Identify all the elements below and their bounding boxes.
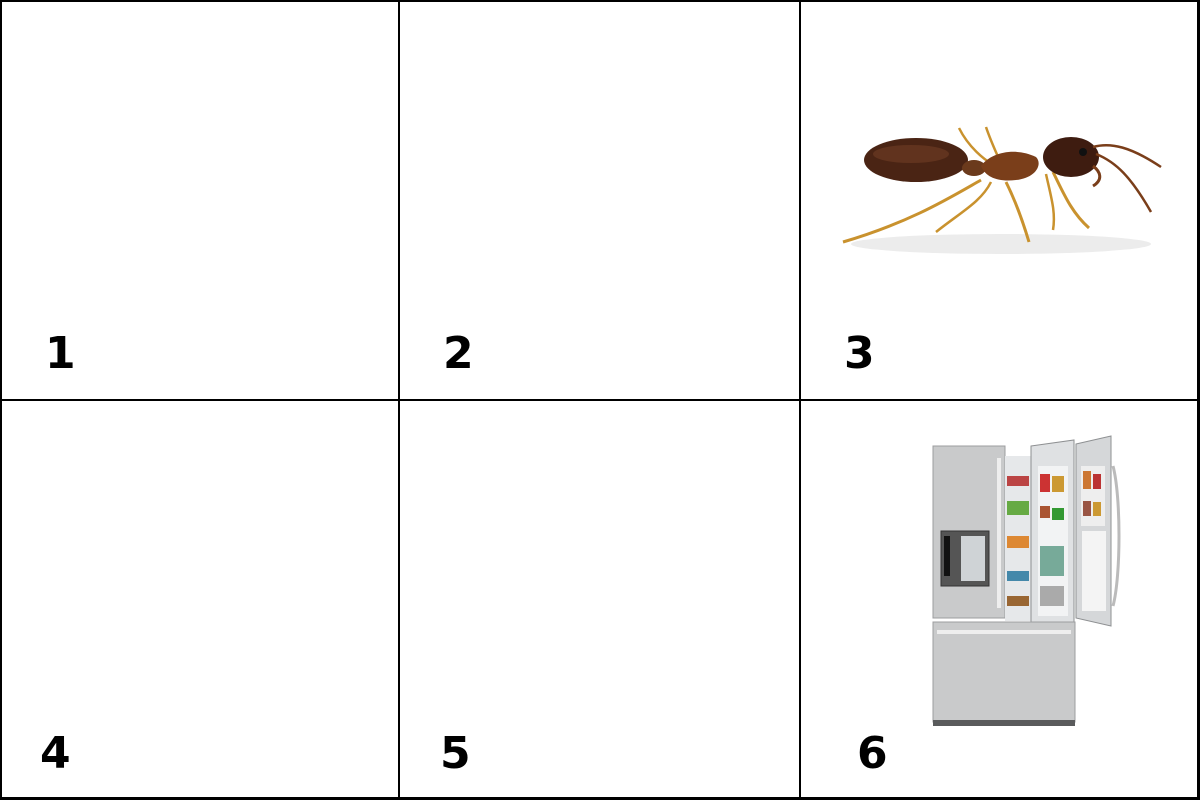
panel-number: 2: [443, 328, 474, 379]
panel-number: 1: [45, 328, 76, 379]
panel-1: 1: [2, 2, 398, 399]
border-bottom: [0, 797, 1200, 800]
divider-vertical-1: [398, 0, 400, 800]
panel-2: 2: [400, 2, 799, 399]
divider-horizontal: [0, 399, 1200, 401]
refrigerator-image: [932, 435, 1121, 726]
panel-6: 6: [801, 401, 1197, 797]
panel-5: 5: [400, 401, 799, 797]
panel-3: 3: [801, 2, 1197, 399]
ant-image: [842, 126, 1162, 254]
panel-number: 6: [857, 728, 888, 779]
panel-number: 3: [844, 328, 875, 379]
panel-number: 5: [440, 728, 471, 779]
divider-vertical-2: [799, 0, 801, 800]
panel-number: 4: [40, 728, 71, 779]
panel-4: 4: [2, 401, 398, 797]
border-top: [0, 0, 1200, 2]
